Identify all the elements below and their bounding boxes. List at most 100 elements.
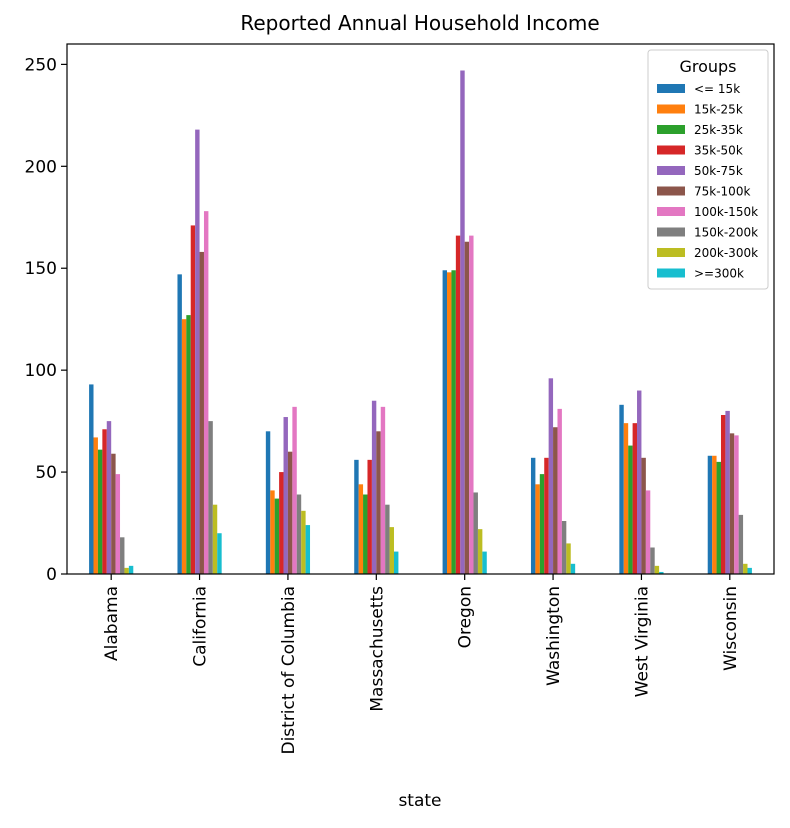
legend-swatch-7 [657, 227, 685, 237]
bar-3-0 [354, 459, 359, 574]
bar-2-9 [305, 525, 311, 574]
bar-1-7 [208, 421, 213, 574]
bar-6-9 [659, 571, 664, 574]
bar-6-3 [632, 423, 638, 574]
y-tick-label-4: 200 [25, 157, 57, 177]
bar-1-4 [195, 129, 200, 574]
bar-0-3 [102, 429, 107, 574]
bar-5-2 [539, 474, 545, 574]
bar-1-6 [203, 211, 209, 574]
x-tick-label-5: Washington [544, 586, 564, 686]
bar-0-2 [97, 449, 103, 574]
bar-3-8 [389, 527, 394, 574]
bar-3-7 [385, 504, 390, 574]
bar-6-6 [645, 490, 651, 574]
bar-2-0 [265, 431, 271, 574]
bar-4-6 [469, 235, 474, 574]
x-tick-label-2: District of Columbia [279, 586, 299, 755]
bar-7-9 [747, 567, 752, 574]
y-tick-label-3: 150 [25, 259, 57, 279]
bar-5-8 [566, 543, 571, 574]
bar-4-5 [464, 241, 470, 575]
x-tick-label-6: West Virginia [632, 586, 652, 697]
bar-3-6 [380, 406, 386, 574]
legend-swatch-1 [657, 104, 685, 114]
legend-label-4: 50k-75k [694, 164, 743, 178]
bar-2-8 [301, 510, 306, 574]
bar-1-5 [199, 251, 204, 575]
legend-label-5: 75k-100k [694, 185, 750, 199]
bar-0-9 [128, 565, 134, 574]
bar-1-0 [177, 274, 182, 574]
bar-7-8 [743, 563, 748, 574]
bar-3-1 [358, 484, 364, 574]
bar-7-0 [707, 455, 713, 574]
bar-0-4 [106, 421, 112, 574]
bar-0-0 [89, 384, 94, 574]
bar-6-4 [637, 390, 642, 574]
x-axis-label: state [398, 791, 441, 811]
bar-5-1 [535, 484, 540, 574]
bar-5-5 [553, 427, 558, 574]
axes-layer: 0 50 100 150 200 250 Alabama California District… [25, 43, 775, 755]
bar-0-8 [124, 567, 129, 574]
bars-layer [89, 70, 752, 575]
bar-6-2 [628, 445, 633, 574]
bar-7-3 [720, 415, 726, 574]
bar-2-2 [274, 498, 280, 574]
bar-7-6 [734, 435, 739, 574]
legend-label-1: 15k-25k [694, 103, 743, 117]
legend-swatch-5 [657, 186, 685, 196]
bar-7-5 [729, 433, 735, 574]
bar-4-4 [460, 70, 465, 574]
bar-6-1 [623, 423, 629, 574]
x-tick-label-3: Massachusetts [367, 586, 387, 712]
bar-3-4 [371, 400, 377, 574]
legend-title: Groups [679, 57, 736, 76]
legend-label-2: 25k-35k [694, 123, 743, 137]
bar-5-3 [544, 457, 549, 574]
bar-6-8 [654, 565, 660, 574]
legend-label-6: 100k-150k [694, 205, 758, 219]
bar-3-5 [376, 431, 381, 574]
y-tick-label-1: 50 [35, 463, 57, 483]
bar-5-7 [561, 521, 567, 574]
legend-swatch-0 [657, 84, 685, 93]
bar-1-9 [217, 533, 222, 574]
x-tick-label-1: California [191, 586, 211, 667]
bar-0-7 [120, 537, 125, 574]
bar-5-4 [548, 378, 554, 574]
bar-5-9 [570, 563, 576, 574]
bar-1-1 [181, 319, 187, 574]
bar-2-6 [292, 406, 297, 574]
chart-title: Reported Annual Household Income [240, 11, 599, 35]
bar-0-6 [115, 474, 121, 574]
legend-swatch-8 [657, 248, 685, 257]
y-tick-label-2: 100 [25, 361, 57, 381]
x-tick-label-0: Alabama [102, 586, 122, 661]
bar-3-3 [367, 459, 372, 574]
bar-7-7 [738, 514, 744, 574]
bar-2-5 [287, 451, 293, 574]
bar-4-2 [451, 270, 456, 574]
bar-2-1 [270, 490, 275, 574]
bar-4-1 [447, 272, 452, 574]
bar-6-0 [619, 404, 624, 574]
bar-6-7 [650, 547, 655, 574]
x-tick-label-4: Oregon [456, 586, 476, 648]
bar-1-2 [186, 315, 191, 574]
x-tick-label-7: Wisconsin [721, 586, 741, 671]
bar-4-3 [455, 235, 461, 574]
bar-7-4 [725, 410, 730, 574]
bar-1-8 [212, 504, 218, 574]
legend-swatch-9 [657, 268, 685, 278]
bar-5-0 [530, 457, 536, 574]
plot-frame [66, 43, 775, 575]
legend-label-0: <= 15k [694, 82, 740, 96]
bar-1-3 [190, 225, 196, 575]
bar-4-0 [442, 270, 448, 574]
legend-label-8: 200k-300k [694, 246, 758, 260]
bar-2-7 [296, 494, 302, 574]
